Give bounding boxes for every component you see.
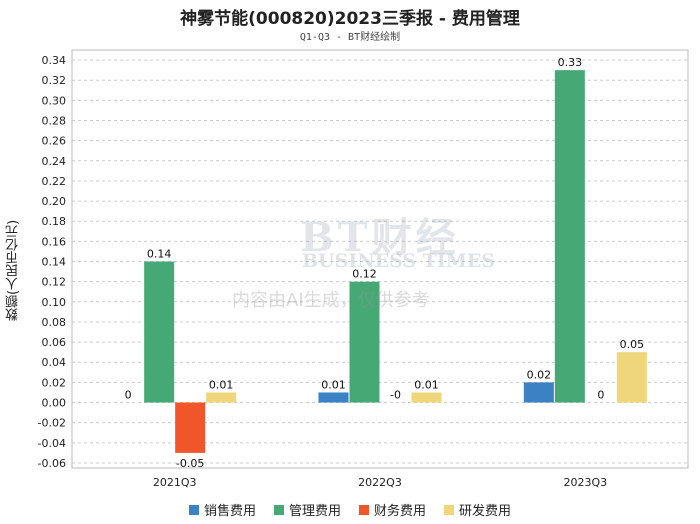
- y-tick-label: 0.00: [42, 397, 67, 410]
- legend-swatch: [188, 504, 199, 515]
- bar: [318, 392, 349, 403]
- legend-swatch: [359, 504, 369, 515]
- y-tick-label: 0.02: [42, 376, 67, 389]
- data-label: -0: [390, 389, 401, 402]
- data-label: -0.05: [176, 457, 204, 470]
- y-tick-label: 0.24: [42, 155, 67, 168]
- y-tick-label: 0.22: [42, 175, 67, 188]
- y-tick-label: 0.26: [42, 135, 67, 148]
- y-tick-label: -0.04: [38, 437, 66, 450]
- data-label: 0.12: [352, 268, 377, 281]
- y-tick-label: 0.18: [42, 215, 67, 228]
- legend-swatch: [273, 504, 284, 515]
- y-tick-label: 0.12: [42, 276, 67, 289]
- y-tick-label: -0.02: [38, 417, 66, 430]
- bar: [554, 70, 585, 403]
- data-label: 0.14: [147, 248, 172, 261]
- data-label: 0: [597, 389, 604, 402]
- y-tick-label: 0.34: [42, 54, 67, 67]
- x-axis-ticks: 2021Q3 2022Q3 2023Q3: [153, 476, 607, 489]
- legend-item[interactable]: 管理费用: [273, 500, 341, 519]
- legend-label: 财务费用: [374, 504, 427, 519]
- legend-label: 管理费用: [288, 504, 341, 519]
- y-tick-label: 0.20: [42, 195, 67, 208]
- y-tick-label: 0.32: [42, 74, 67, 87]
- bar: [175, 402, 206, 453]
- y-tick-label: 0.16: [42, 235, 67, 248]
- data-label: 0: [125, 389, 132, 402]
- y-tick-label: 0.14: [42, 256, 67, 269]
- bar: [411, 392, 442, 403]
- chart-subtitle: Q1-Q3 - BT财经绘制: [299, 32, 401, 43]
- bar: [616, 352, 647, 403]
- bar: [349, 281, 380, 403]
- legend-label: 研发费用: [459, 504, 512, 519]
- grid-lines: [71, 49, 689, 469]
- bar: [144, 261, 175, 403]
- y-axis-ticks: 0.34 0.32 0.30 0.28 0.26 0.24 0.22 0.20 0.18 0.16…: [38, 54, 66, 470]
- data-label: 0.33: [558, 56, 583, 69]
- bars: [144, 70, 647, 453]
- data-label: 0.01: [209, 378, 234, 391]
- data-label: 0.05: [620, 338, 645, 351]
- data-label: 0.02: [527, 368, 552, 381]
- legend-swatch: [444, 504, 455, 515]
- legend-item[interactable]: 财务费用: [359, 500, 426, 519]
- x-tick-label: 2023Q3: [564, 476, 608, 489]
- y-tick-label: 0.06: [42, 336, 67, 349]
- data-label: 0.01: [321, 378, 346, 391]
- legend-item[interactable]: 销售费用: [188, 500, 256, 519]
- y-tick-label: 0.28: [42, 115, 67, 128]
- legend-label: 销售费用: [203, 504, 256, 519]
- plot-frame: [71, 49, 689, 469]
- x-tick-label: 2022Q3: [358, 476, 402, 489]
- bar: [206, 392, 237, 403]
- data-label: 0.01: [414, 378, 439, 391]
- bar: [523, 382, 554, 403]
- y-tick-label: 0.10: [42, 296, 67, 309]
- y-tick-label: -0.06: [38, 457, 66, 470]
- legend: 销售费用 管理费用 财务费用 研发费用: [0, 500, 700, 519]
- y-tick-label: 0.30: [42, 94, 67, 107]
- x-tick-label: 2021Q3: [153, 476, 197, 489]
- legend-item[interactable]: 研发费用: [444, 500, 511, 519]
- chart-title: 神雾节能(000820)2023三季报 - 费用管理: [180, 9, 520, 29]
- data-labels: 0 0.14 -0.05 0.01 0.01 0.12 -0 0.01 0.02 0.33 0 0.0…: [125, 56, 644, 470]
- y-tick-label: 0.04: [42, 356, 67, 369]
- y-tick-label: 0.08: [42, 316, 67, 329]
